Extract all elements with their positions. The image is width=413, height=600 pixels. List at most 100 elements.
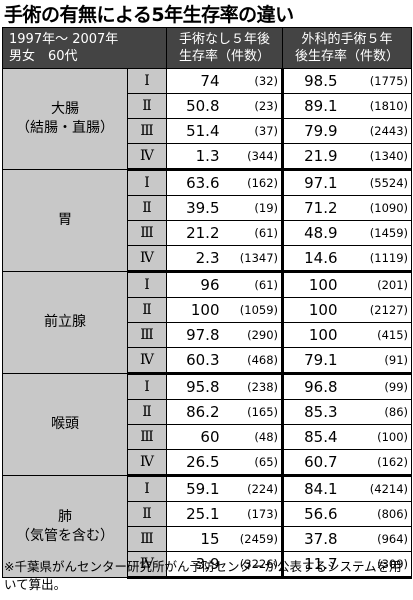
surgery-rate: 100 bbox=[281, 271, 341, 298]
surgery-count: (2443) bbox=[340, 118, 413, 144]
stage-cell: Ⅳ bbox=[127, 347, 167, 375]
no-surgery-rate: 63.6 bbox=[166, 169, 223, 196]
stage-cell: Ⅰ bbox=[127, 373, 167, 400]
organ-name: 前立腺 bbox=[44, 314, 86, 330]
organ-cell: 前立腺 bbox=[2, 271, 128, 374]
organ-subname: （気管を含む） bbox=[16, 527, 114, 544]
surgery-rate: 11.7 bbox=[281, 551, 341, 579]
organ-cell: 大腸 （結腸・直腸） bbox=[2, 68, 128, 170]
no-surgery-rate: 97.8 bbox=[166, 322, 223, 348]
stage-cell: Ⅲ bbox=[127, 424, 167, 450]
no-surgery-rate: 25.1 bbox=[166, 501, 223, 527]
stage-cell: Ⅲ bbox=[127, 322, 167, 348]
header-period: 1997年～ 2007年 bbox=[9, 32, 119, 47]
no-surgery-count: (162) bbox=[222, 169, 284, 196]
surgery-count: (100) bbox=[340, 424, 413, 450]
stage-cell: Ⅰ bbox=[127, 271, 167, 298]
surgery-rate: 97.1 bbox=[281, 169, 341, 196]
surgery-count: (201) bbox=[340, 271, 413, 298]
surgery-count: (1119) bbox=[340, 245, 413, 273]
table-row: Ⅱ 86.2 (165) 85.3 (86) bbox=[3, 399, 413, 425]
survival-rate-table: 1997年～ 2007年 男女 60代 手術なし５年後 生存率（件数） 外科的手… bbox=[2, 27, 413, 579]
table-row: Ⅲ 97.8 (290) 100 (415) bbox=[3, 322, 413, 348]
surgery-rate: 56.6 bbox=[281, 501, 341, 527]
header-no-surgery-cell: 手術なし５年後 生存率（件数） bbox=[165, 27, 284, 69]
no-surgery-count: (19) bbox=[222, 195, 284, 221]
table-row: Ⅲ 21.2 (61) 48.9 (1459) bbox=[3, 220, 413, 246]
table-row: Ⅲ 15 (2459) 37.8 (964) bbox=[3, 526, 413, 552]
table-row: 前立腺 Ⅰ 96 (61) 100 (201) bbox=[2, 271, 413, 374]
surgery-rate: 96.8 bbox=[281, 373, 341, 400]
no-surgery-rate: 95.8 bbox=[166, 373, 223, 400]
no-surgery-rate: 59.1 bbox=[166, 475, 223, 502]
table-row: Ⅲ 60 (48) 85.4 (100) bbox=[3, 424, 413, 450]
table-row: Ⅳ 26.5 (65) 60.7 (162) bbox=[3, 449, 413, 477]
organ-cell: 肺 （気管を含む） bbox=[2, 475, 128, 578]
table-row: 喉頭 Ⅰ 95.8 (238) 96.8 (99) bbox=[2, 373, 413, 476]
surgery-count: (4214) bbox=[340, 475, 413, 502]
stage-cell: Ⅱ bbox=[127, 297, 167, 323]
table-row: 大腸 （結腸・直腸） Ⅰ 74 (32) 98.5 (1775) bbox=[2, 68, 413, 170]
surgery-count: (964) bbox=[340, 526, 413, 552]
surgery-rate: 100 bbox=[281, 297, 341, 323]
surgery-rate: 85.3 bbox=[281, 399, 341, 425]
surgery-count: (86) bbox=[340, 399, 413, 425]
surgery-count: (1775) bbox=[340, 68, 413, 94]
organ-cell: 喉頭 bbox=[2, 373, 128, 476]
surgery-count: (309) bbox=[340, 551, 413, 579]
surgery-count: (99) bbox=[340, 373, 413, 400]
no-surgery-count: (32) bbox=[222, 68, 284, 94]
no-surgery-count: (61) bbox=[222, 271, 284, 298]
no-surgery-count: (48) bbox=[222, 424, 284, 450]
no-surgery-count: (238) bbox=[222, 373, 284, 400]
no-surgery-count: (65) bbox=[222, 449, 284, 477]
no-surgery-count: (37) bbox=[222, 118, 284, 144]
surgery-rate: 100 bbox=[281, 322, 341, 348]
no-surgery-rate: 1.3 bbox=[166, 143, 223, 171]
no-surgery-count: (61) bbox=[222, 220, 284, 246]
surgery-count: (5524) bbox=[340, 169, 413, 196]
no-surgery-rate: 39.5 bbox=[166, 195, 223, 221]
header-surgery-cell: 外科的手術５年 後生存率（件数） bbox=[282, 27, 413, 69]
footnote: ※千葉県がんセンター研究所がん予防センターが公表するシステムを用いて算出。 bbox=[4, 559, 402, 592]
article-title: 手術の有無による5年生存率の違い bbox=[4, 4, 294, 26]
organ-name: 大腸 bbox=[51, 101, 79, 117]
stage-cell: Ⅲ bbox=[127, 118, 167, 144]
organ-name: 喉頭 bbox=[51, 416, 79, 432]
stage-cell: Ⅱ bbox=[127, 93, 167, 119]
surgery-count: (162) bbox=[340, 449, 413, 477]
stage-cell: Ⅳ bbox=[127, 551, 167, 579]
surgery-count: (806) bbox=[340, 501, 413, 527]
table-row: Ⅳ 3.9 (3226) 11.7 (309) bbox=[3, 551, 413, 579]
table-row: Ⅱ 100 (1059) 100 (2127) bbox=[3, 297, 413, 323]
header-sex-age: 男女 60代 bbox=[9, 49, 78, 64]
surgery-count: (1090) bbox=[340, 195, 413, 221]
no-surgery-rate: 60.3 bbox=[166, 347, 223, 375]
table-row: Ⅳ 60.3 (468) 79.1 (91) bbox=[3, 347, 413, 375]
table-row: Ⅱ 50.8 (23) 89.1 (1810) bbox=[3, 93, 413, 119]
organ-subname: （結腸・直腸） bbox=[16, 120, 114, 136]
stage-cell: Ⅰ bbox=[127, 475, 167, 502]
surgery-rate: 37.8 bbox=[281, 526, 341, 552]
stage-cell: Ⅰ bbox=[127, 169, 167, 196]
no-surgery-rate: 60 bbox=[166, 424, 223, 450]
no-surgery-count: (165) bbox=[222, 399, 284, 425]
surgery-rate: 85.4 bbox=[281, 424, 341, 450]
surgery-count: (1340) bbox=[340, 143, 413, 171]
surgery-rate: 14.6 bbox=[281, 245, 341, 273]
header-no-surgery-line2: 生存率（件数） bbox=[179, 49, 271, 64]
no-surgery-count: (173) bbox=[222, 501, 284, 527]
no-surgery-rate: 96 bbox=[166, 271, 223, 298]
no-surgery-rate: 2.3 bbox=[166, 245, 223, 273]
surgery-rate: 60.7 bbox=[281, 449, 341, 477]
no-surgery-rate: 3.9 bbox=[166, 551, 223, 579]
stage-cell: Ⅱ bbox=[127, 501, 167, 527]
table-body: 大腸 （結腸・直腸） Ⅰ 74 (32) 98.5 (1775) Ⅱ 50.8 (23) 89.1(… bbox=[2, 68, 413, 579]
organ-name: 胃 bbox=[58, 212, 72, 228]
stage-cell: Ⅳ bbox=[127, 245, 167, 273]
header-period-cell: 1997年～ 2007年 男女 60代 bbox=[2, 27, 167, 69]
surgery-count: (415) bbox=[340, 322, 413, 348]
stage-cell: Ⅲ bbox=[127, 220, 167, 246]
no-surgery-count: (224) bbox=[222, 475, 284, 502]
